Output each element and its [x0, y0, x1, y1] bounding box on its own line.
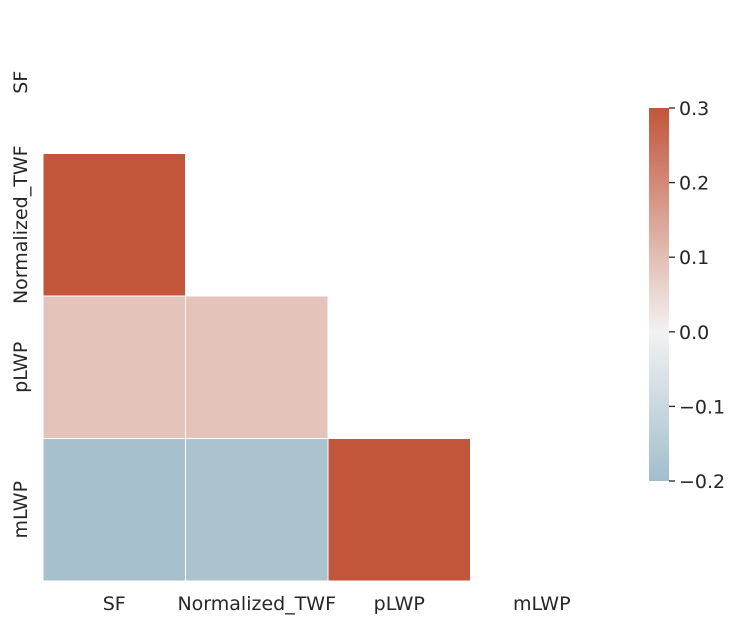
- colorbar-tick-label: 0.0: [679, 322, 709, 344]
- colorbar-tick-label: 0.3: [679, 98, 709, 120]
- x-tick-labels: SF Normalized_TWF pLWP mLWP: [103, 593, 571, 615]
- colorbar-gradient: [649, 108, 669, 481]
- y-tick-labels: SF Normalized_TWF pLWP mLWP: [10, 71, 32, 539]
- x-tick-label: SF: [103, 593, 126, 615]
- colorbar: 0.3 0.2 0.1 0.0 −0.1 −0.2: [649, 98, 725, 493]
- colorbar-tick-label: −0.1: [679, 396, 725, 418]
- x-tick-label: pLWP: [374, 593, 425, 615]
- heatmap-cell: [185, 295, 329, 439]
- heatmap-cell: [185, 438, 329, 582]
- x-tick-label: Normalized_TWF: [177, 593, 336, 615]
- y-tick-label: Normalized_TWF: [10, 145, 32, 304]
- x-tick-label: mLWP: [513, 593, 571, 615]
- y-tick-label: SF: [10, 71, 32, 94]
- colorbar-tick-label: 0.1: [679, 247, 709, 269]
- colorbar-tick-label: −0.2: [679, 471, 725, 493]
- y-tick-label: mLWP: [10, 481, 32, 539]
- y-tick-label: pLWP: [10, 342, 32, 393]
- heatmap-cell: [42, 438, 186, 582]
- heatmap-cell: [42, 295, 186, 439]
- heatmap-cell: [42, 153, 186, 297]
- heatmap-cell: [327, 438, 471, 582]
- heatmap-cells: [42, 153, 471, 582]
- colorbar-tick-label: 0.2: [679, 173, 709, 195]
